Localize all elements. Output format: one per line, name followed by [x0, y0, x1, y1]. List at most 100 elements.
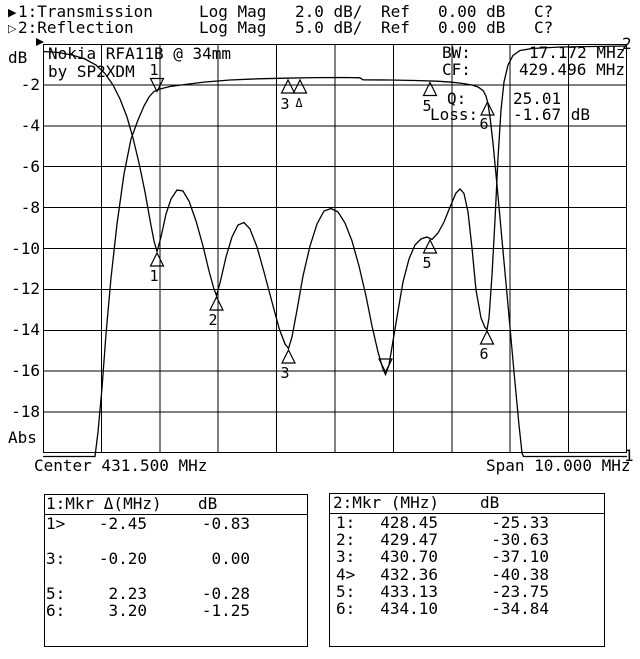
channel2-cal-status: C? — [534, 18, 554, 37]
channel2-scale: 5.0 dB/ — [295, 18, 363, 37]
marker5-reflection-icon — [422, 238, 438, 254]
trace-transmission — [43, 76, 627, 458]
channel1-format: Log Mag — [199, 2, 267, 21]
marker3-transmission-number: 3 — [280, 95, 289, 113]
marker1-transmission-active-icon — [149, 77, 165, 93]
table-cell: 1> — [46, 514, 66, 533]
channel1-scale: 2.0 dB/ — [295, 2, 363, 21]
table-cell: -37.10 — [491, 547, 549, 566]
marker3-reflection-icon — [281, 348, 296, 364]
y-axis-tick: -10 — [11, 239, 40, 258]
y-axis-tick: -2 — [20, 75, 40, 94]
marker6-reflection-icon — [479, 329, 495, 345]
table-cell: -30.63 — [491, 530, 549, 549]
table-cell: 432.36 — [380, 565, 438, 584]
grid-lines — [43, 44, 627, 453]
channel1-label: 1:Transmission — [18, 2, 153, 21]
loss-label: Loss: — [430, 105, 479, 124]
table-cell: 2: — [336, 530, 356, 549]
right-table-header-divider — [329, 513, 604, 514]
table-cell: -0.20 — [98, 549, 147, 568]
table-cell: 2.23 — [108, 584, 147, 603]
channel1-ref-value: 0.00 dB — [438, 2, 506, 21]
marker6-reflection-number: 6 — [479, 345, 488, 363]
marker6-transmission-icon — [480, 100, 495, 116]
marker2-reflection-icon — [209, 295, 224, 311]
channel2-format: Log Mag — [199, 18, 267, 37]
table-cell: 3: — [336, 547, 356, 566]
operator-annotation: by SP2XDM — [48, 62, 135, 81]
q-label: Q: — [447, 89, 467, 108]
y-axis-unit: dB — [8, 48, 28, 67]
y-axis-tick: -18 — [11, 402, 40, 421]
table-cell: -23.75 — [491, 582, 549, 601]
marker5-transmission-number: 5 — [422, 97, 431, 115]
loss-value: -1.67 dB — [513, 105, 591, 124]
marker5-reflection-number: 5 — [422, 254, 431, 272]
cf-label: CF: — [442, 60, 471, 79]
table-cell: 4> — [336, 565, 356, 584]
marker1-reflection-number: 1 — [149, 267, 158, 285]
channel1-cal-status: C? — [534, 2, 554, 21]
table-cell: 433.13 — [380, 582, 438, 601]
table-cell: 3: — [46, 549, 66, 568]
marker3-reflection-number: 3 — [280, 364, 289, 382]
table-cell: -25.33 — [491, 513, 549, 532]
table-cell: -0.28 — [201, 584, 250, 603]
trace-reflection — [42, 45, 628, 377]
table-cell: 0.00 — [211, 549, 250, 568]
table-cell: 6: — [336, 599, 356, 618]
marker-delta-symbol: Δ — [295, 96, 303, 110]
y-axis-tick: -6 — [20, 157, 40, 176]
marker3-transmission-icon — [280, 78, 296, 94]
marker1-reflection-icon — [149, 251, 165, 267]
table-cell: 430.70 — [380, 547, 438, 566]
reflection-marker-table-box — [329, 493, 605, 647]
table-cell: 5: — [46, 584, 66, 603]
marker2-reflection-number: 2 — [208, 311, 217, 329]
marker4-reflection-active-icon — [378, 358, 393, 374]
table-cell: -1.25 — [201, 601, 250, 620]
left-table-title: 1:Mkr Δ(MHz) — [46, 494, 162, 513]
table-cell: 3.20 — [108, 601, 147, 620]
device-annotation: Nokia RFA11B @ 34mm — [48, 44, 232, 63]
y-axis-tick: -14 — [11, 320, 40, 339]
marker1-transmission-number: 1 — [149, 61, 158, 79]
channel2-ref-label: Ref — [381, 18, 410, 37]
y-axis-tick: -8 — [20, 198, 40, 217]
y-axis-tick: -16 — [11, 361, 40, 380]
x-axis-center: Center 431.500 MHz — [34, 456, 208, 475]
table-cell: 428.45 — [380, 513, 438, 532]
right-table-title: 2:Mkr (MHz) — [333, 493, 439, 512]
cf-value: 429.496 MHz — [519, 60, 625, 79]
table-cell: 6: — [46, 601, 66, 620]
trace2-end-label: 2 — [622, 34, 632, 53]
table-cell: 434.10 — [380, 599, 438, 618]
x-axis-span: Span 10.000 MHz — [486, 456, 631, 475]
table-cell: -40.38 — [491, 565, 549, 584]
marker5-transmission-icon — [422, 81, 438, 97]
channel2-marker-icon: ▷ — [8, 22, 17, 35]
table-cell: -0.83 — [201, 514, 250, 533]
left-table-header-divider — [44, 514, 307, 515]
table-cell: 1: — [336, 513, 356, 532]
channel2-ref-value: 0.00 dB — [438, 18, 506, 37]
table-cell: 429.47 — [380, 530, 438, 549]
marker6-transmission-number: 6 — [479, 115, 488, 133]
bw-label: BW: — [442, 43, 471, 62]
table-cell: 5: — [336, 582, 356, 601]
right-table-db-header: dB — [480, 493, 500, 512]
trace1-end-label: 1 — [624, 446, 634, 465]
bw-value: 17.172 MHz — [529, 43, 626, 62]
channel1-ref-label: Ref — [381, 2, 410, 21]
y-axis-tick: -12 — [11, 279, 40, 298]
q-value: 25.01 — [513, 89, 562, 108]
channel1-active-icon: ▶ — [8, 6, 17, 19]
table-cell: -2.45 — [98, 514, 147, 533]
marker-delta-ref-icon — [292, 78, 308, 94]
table-cell: -34.84 — [491, 599, 549, 618]
transmission-marker-table-box — [44, 494, 308, 647]
channel2-label: 2:Reflection — [18, 18, 134, 37]
